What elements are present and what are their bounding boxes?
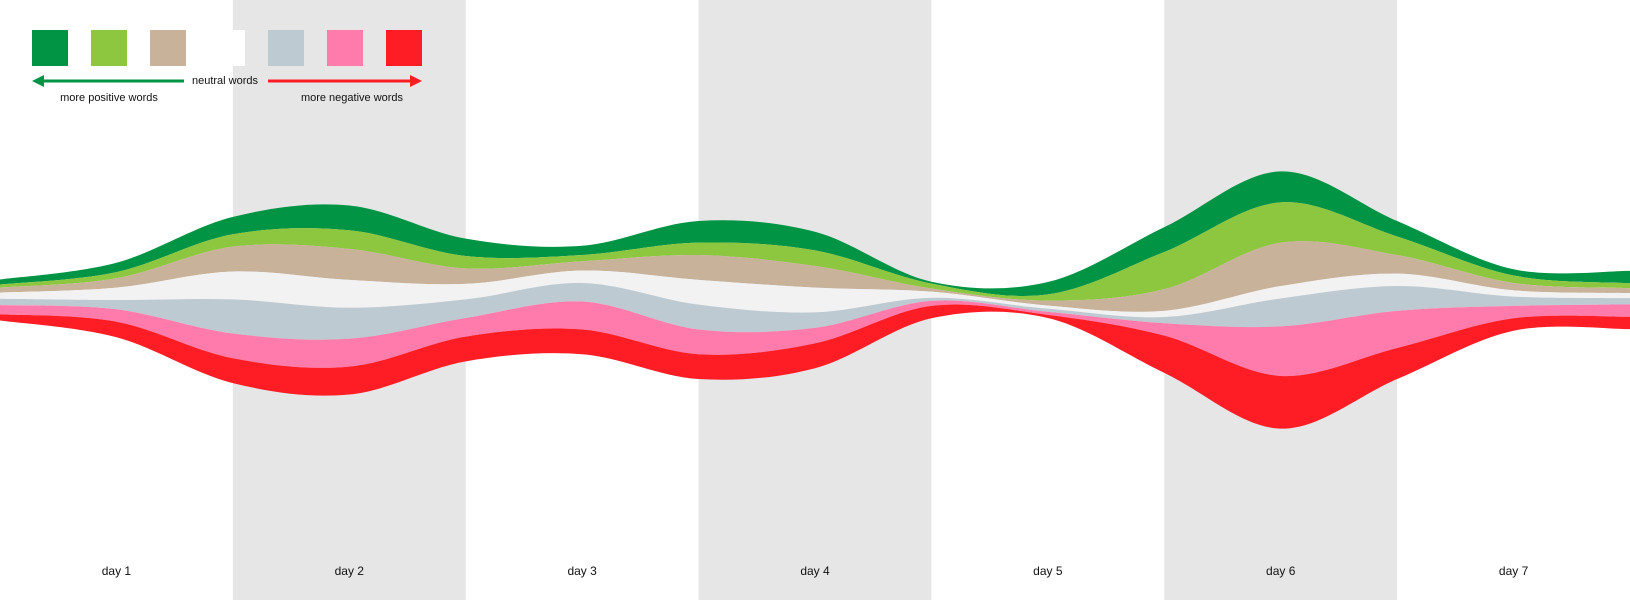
legend-positive-label: more positive words: [60, 92, 158, 104]
x-tick-label: day 5: [1033, 564, 1063, 578]
legend-swatches: [32, 30, 422, 66]
stream-layer-7: [0, 304, 1630, 429]
stream-layer-2: [0, 202, 1630, 301]
x-tick-label: day 4: [800, 564, 830, 578]
stream-layer-4: [0, 270, 1630, 318]
legend-neutral-label: neutral words: [192, 75, 259, 87]
legend-swatch-7: [386, 30, 422, 66]
legend-swatch-4: [209, 30, 245, 66]
legend-swatch-6: [327, 30, 363, 66]
legend-swatch-3: [150, 30, 186, 66]
stream-layer-5: [0, 282, 1630, 340]
stream-layer-6: [0, 300, 1630, 377]
legend: neutral words more positive words more n…: [32, 30, 422, 104]
x-tick-label: day 2: [335, 564, 365, 578]
legend-swatch-1: [32, 30, 68, 66]
x-tick-label: day 3: [567, 564, 597, 578]
legend-swatch-2: [91, 30, 127, 66]
x-tick-label: day 6: [1266, 564, 1296, 578]
legend-swatch-5: [268, 30, 304, 66]
x-tick-label: day 7: [1499, 564, 1529, 578]
stream-layers: [0, 171, 1630, 429]
x-tick-label: day 1: [102, 564, 132, 578]
x-axis-tick-labels: day 1 day 2 day 3 day 4 day 5 day 6 day 7: [102, 564, 1529, 578]
legend-arrows: [32, 75, 422, 87]
positive-arrow-head: [32, 75, 44, 87]
stream-layer-3: [0, 241, 1630, 312]
legend-negative-label: more negative words: [301, 92, 404, 104]
negative-arrow-head: [410, 75, 422, 87]
stream-layer-1: [0, 171, 1630, 297]
